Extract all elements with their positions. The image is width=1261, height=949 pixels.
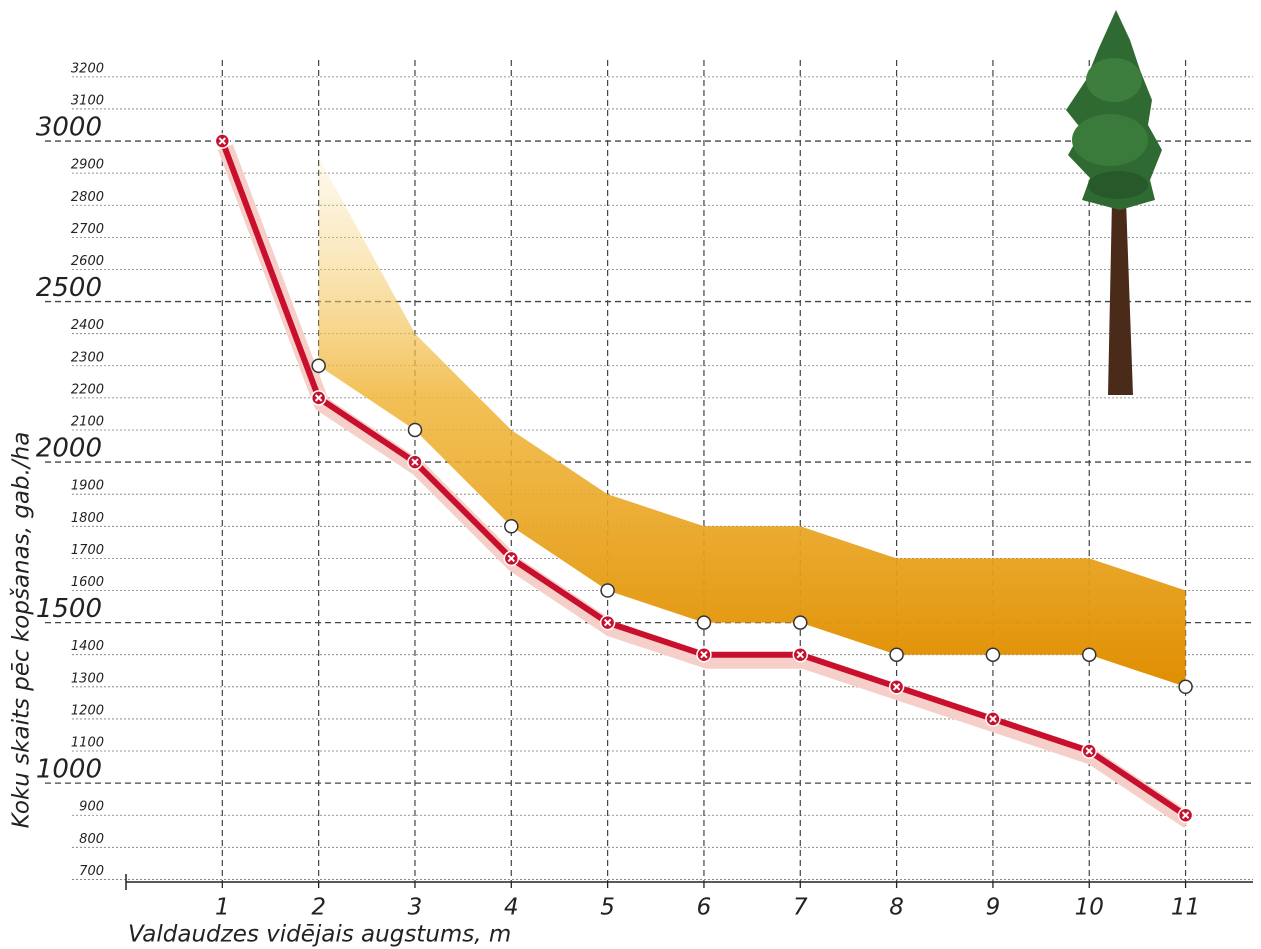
y-tick-label: 2900 xyxy=(71,158,104,173)
point xyxy=(1179,808,1193,822)
y-tick-label: 3000 xyxy=(36,113,102,143)
point xyxy=(312,391,326,405)
y-tick-label: 1800 xyxy=(71,511,104,526)
marker xyxy=(986,648,999,661)
y-tick-label: 1200 xyxy=(71,703,104,718)
y-tick-label: 2400 xyxy=(71,318,104,333)
grid xyxy=(45,60,1253,882)
marker xyxy=(697,616,710,629)
x-tick-label: 3 xyxy=(408,895,423,921)
marker xyxy=(890,648,903,661)
tree-foliage xyxy=(1088,171,1148,199)
x-tick-label: 11 xyxy=(1171,895,1200,921)
band-area xyxy=(319,157,1186,687)
marker xyxy=(794,616,807,629)
y-tick-label: 2800 xyxy=(71,190,104,205)
point xyxy=(1082,744,1096,758)
point xyxy=(986,712,1000,726)
y-tick-label: 2500 xyxy=(36,273,102,303)
marker xyxy=(312,359,325,372)
y-tick-label: 3100 xyxy=(71,93,104,108)
y-tick-label: 1400 xyxy=(71,639,104,654)
y-tick-label: 700 xyxy=(79,864,104,879)
y-tick-label: 3200 xyxy=(71,61,104,76)
tree-foliage xyxy=(1086,58,1142,102)
marker xyxy=(1083,648,1096,661)
y-axis-label: Koku skaits pēc kopšanas, gab./ha xyxy=(9,432,35,829)
marker xyxy=(408,423,421,436)
point xyxy=(408,455,422,469)
point xyxy=(793,648,807,662)
x-tick-label: 9 xyxy=(986,895,1001,921)
point xyxy=(601,616,615,630)
page: {"chart_data": { "type": "line", "x_labe… xyxy=(0,0,1261,949)
x-tick-label: 4 xyxy=(504,895,519,921)
point xyxy=(215,134,229,148)
tree-foliage xyxy=(1072,114,1148,166)
y-tick-label: 2200 xyxy=(71,382,104,397)
tree-illustration xyxy=(1066,10,1162,395)
y-tick-label: 2100 xyxy=(71,414,104,429)
chart: Valdaudzes vidējais augstums, m Koku ska… xyxy=(0,0,1261,949)
x-tick-label: 10 xyxy=(1075,895,1104,921)
point xyxy=(890,680,904,694)
y-tick-label: 1700 xyxy=(71,543,104,558)
y-tick-label: 1600 xyxy=(71,575,104,590)
y-tick-label: 1000 xyxy=(36,755,102,785)
marker xyxy=(505,520,518,533)
marker xyxy=(1179,680,1192,693)
y-tick-label: 1100 xyxy=(71,736,104,751)
y-tick-label: 2000 xyxy=(36,434,102,464)
x-tick-label: 2 xyxy=(311,895,326,921)
line-glow xyxy=(225,147,1188,821)
x-tick-label: 5 xyxy=(600,895,615,921)
y-tick-label: 2700 xyxy=(71,222,104,237)
y-tick-label: 900 xyxy=(79,800,104,815)
y-tick-label: 1900 xyxy=(71,479,104,494)
y-tick-label: 800 xyxy=(79,832,104,847)
x-tick-label: 1 xyxy=(215,895,230,921)
x-tick-label: 7 xyxy=(793,895,808,921)
point xyxy=(504,551,518,565)
point xyxy=(697,648,711,662)
y-tick-label: 1500 xyxy=(36,594,102,624)
y-tick-label: 2300 xyxy=(71,350,104,365)
marker xyxy=(601,584,614,597)
x-tick-label: 8 xyxy=(889,895,904,921)
x-axis-label: Valdaudzes vidējais augstums, m xyxy=(128,922,511,948)
y-tick-label: 1300 xyxy=(71,671,104,686)
tree-trunk xyxy=(1108,200,1133,395)
y-tick-label: 2600 xyxy=(71,254,104,269)
x-tick-label: 6 xyxy=(697,895,712,921)
